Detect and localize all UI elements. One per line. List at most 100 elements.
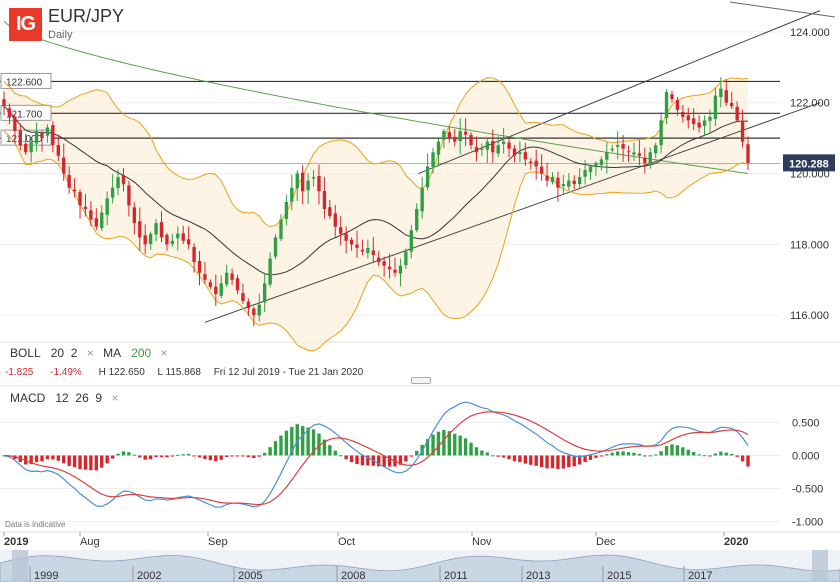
- macd-histogram-bar: [632, 452, 636, 456]
- price-tick-label: 116.000: [790, 310, 829, 322]
- price-tick-label: 118.000: [790, 239, 829, 251]
- macd-slow: 26: [75, 391, 89, 405]
- remove-ma-button[interactable]: ×: [160, 346, 168, 360]
- candle-body: [100, 212, 104, 229]
- candle-body: [235, 278, 240, 291]
- candle-body: [453, 136, 457, 142]
- candle-body: [529, 161, 533, 163]
- macd-histogram-bar: [387, 455, 392, 467]
- current-price-label: 120.288: [789, 158, 829, 170]
- macd-histogram-bar: [469, 442, 473, 456]
- candle-body: [349, 239, 354, 245]
- candle-body: [539, 166, 544, 174]
- ma200-line: [3, 20, 749, 175]
- remove-macd-button[interactable]: ×: [111, 391, 119, 405]
- candle-body: [463, 131, 468, 135]
- candle-body: [637, 153, 642, 156]
- candle-body: [507, 142, 511, 149]
- macd-histogram-bar: [626, 452, 631, 456]
- macd-histogram-bar: [697, 454, 701, 456]
- candle-body: [301, 172, 305, 192]
- candle-body: [436, 141, 441, 155]
- macd-histogram-bar: [143, 455, 147, 460]
- macd-histogram-bar: [577, 455, 582, 465]
- macd-histogram-bar: [176, 454, 180, 456]
- candle-body: [442, 131, 446, 140]
- candle-body: [159, 222, 164, 238]
- macd-histogram-bar: [246, 455, 251, 458]
- macd-histogram-bar: [349, 455, 354, 463]
- macd-histogram-bar: [447, 431, 451, 456]
- macd-histogram-bar: [653, 454, 658, 456]
- macd-histogram-bar: [339, 455, 343, 457]
- macd-fast: 12: [55, 391, 69, 405]
- change-percent: -1.49%: [50, 367, 82, 378]
- bollinger-middle: [3, 105, 749, 276]
- pane-resize-handle[interactable]: [411, 377, 431, 384]
- candle-body: [550, 177, 555, 182]
- candle-body: [148, 233, 153, 245]
- macd-histogram-bar: [67, 455, 71, 466]
- candle-body: [621, 143, 625, 149]
- macd-histogram-bar: [51, 455, 55, 460]
- ma-label: MA: [103, 346, 122, 360]
- macd-histogram-bar: [518, 455, 522, 463]
- macd-histogram-bar: [491, 455, 495, 457]
- macd-histogram-bar: [127, 452, 131, 456]
- macd-histogram-bar: [529, 455, 533, 465]
- x-tick-label: Nov: [472, 536, 492, 548]
- macd-histogram-bar: [322, 439, 327, 456]
- candle-body: [230, 273, 234, 280]
- macd-histogram-bar: [681, 447, 685, 456]
- macd-histogram-bar: [235, 455, 240, 457]
- macd-histogram-bar: [138, 455, 142, 458]
- candle-body: [420, 187, 424, 212]
- macd-histogram-bar: [501, 455, 506, 458]
- macd-histogram-bar: [301, 426, 305, 456]
- macd-histogram-bar: [550, 455, 555, 469]
- macd-histogram-bar: [442, 429, 446, 456]
- macd-histogram-bar: [404, 455, 408, 462]
- candle-body: [18, 130, 22, 146]
- candle-body: [203, 274, 207, 280]
- candle-body: [56, 144, 60, 156]
- macd-tick-label: 0.000: [792, 450, 820, 462]
- macd-histogram-bar: [425, 439, 430, 456]
- candle-body: [143, 235, 147, 245]
- candle-body: [648, 152, 652, 166]
- macd-tick-label: -1.000: [792, 516, 823, 528]
- candle-body: [165, 234, 169, 245]
- macd-histogram-bar: [328, 445, 332, 456]
- candle-body: [485, 141, 490, 150]
- macd-histogram-bar: [110, 455, 115, 459]
- candle-body: [599, 159, 604, 166]
- candle-body: [730, 102, 734, 107]
- candle-body: [83, 206, 88, 209]
- x-tick-label: Oct: [338, 536, 355, 548]
- macd-histogram-bar: [615, 451, 620, 456]
- macd-histogram-bar: [539, 455, 544, 468]
- macd-histogram-bar: [203, 455, 207, 459]
- candle-body: [425, 166, 430, 188]
- macd-histogram-bar: [436, 431, 441, 456]
- x-tick-label: 2020: [724, 536, 748, 548]
- macd-histogram-bar: [637, 453, 642, 456]
- macd-histogram-bar: [295, 424, 299, 456]
- bollinger-band-fill: [4, 77, 748, 351]
- remove-boll-button[interactable]: ×: [86, 346, 94, 360]
- level-label: 121.700: [6, 109, 43, 120]
- candle-body: [246, 301, 251, 309]
- macd-histogram-bar: [154, 455, 158, 458]
- macd-histogram-bar: [398, 455, 403, 465]
- indicative-note: Data is indicative: [5, 520, 66, 529]
- candle-body: [257, 304, 261, 316]
- macd-histogram-bar: [170, 455, 175, 457]
- macd-histogram-bar: [355, 455, 359, 465]
- macd-histogram-bar: [377, 455, 381, 467]
- macd-histogram-bar: [344, 455, 348, 460]
- macd-histogram-bar: [431, 434, 435, 456]
- candle-body: [398, 265, 403, 274]
- candle-body: [371, 250, 375, 255]
- candle-body: [2, 99, 6, 107]
